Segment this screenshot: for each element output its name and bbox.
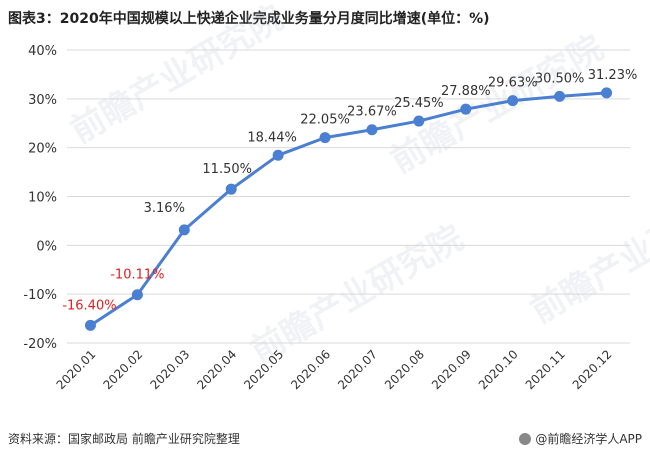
x-tick-label: 2020.08: [382, 347, 427, 392]
brand-credit: @前瞻经济学人APP: [519, 430, 642, 447]
data-label: 30.50%: [535, 71, 585, 86]
data-point: [84, 319, 96, 331]
brand-text: @前瞻经济学人APP: [535, 432, 642, 446]
y-tick-label: 30%: [28, 93, 57, 108]
data-label: 18.44%: [247, 130, 297, 145]
data-point: [366, 124, 378, 136]
x-tick-label: 2020.09: [429, 347, 474, 392]
x-tick-label: 2020.05: [241, 347, 286, 392]
y-tick-label: 0%: [36, 239, 57, 254]
y-tick-label: -10%: [23, 288, 57, 303]
x-tick-label: 2020.11: [523, 347, 568, 392]
data-point: [319, 132, 331, 144]
x-tick-label: 2020.07: [335, 347, 380, 392]
series-line: [89, 91, 607, 327]
data-label: 22.05%: [300, 113, 350, 128]
data-label: 27.88%: [441, 84, 491, 99]
data-point: [272, 149, 284, 161]
data-point: [554, 90, 566, 102]
data-point: [507, 95, 519, 107]
y-tick-label: 20%: [28, 142, 57, 157]
x-tick-label: 2020.10: [476, 347, 521, 392]
line-chart: -20%-10%0%10%20%30%40%2020.01 2020.02 2020…: [23, 44, 638, 392]
chart-title: 图表3：2020年中国规模以上快递企业完成业务量分月度同比增速(单位：%): [8, 11, 490, 27]
source-note: 资料来源：国家邮政局 前瞻产业研究院整理: [8, 432, 240, 446]
data-point: [601, 87, 613, 99]
x-tick-label: 2020.03: [147, 347, 192, 392]
data-label: 25.45%: [394, 96, 444, 111]
y-tick-label: 10%: [28, 191, 57, 206]
x-tick-label: 2020.06: [288, 347, 333, 392]
data-point: [413, 115, 425, 127]
data-label: 3.16%: [144, 201, 185, 216]
brand-logo-icon: [519, 432, 532, 445]
data-label: -10.11%: [110, 268, 164, 283]
y-tick-label: -20%: [23, 337, 57, 352]
data-label: -16.40%: [62, 298, 116, 313]
x-tick-label: 2020.02: [101, 347, 146, 392]
x-tick-label: 2020.12: [570, 347, 615, 392]
data-label: 23.67%: [347, 105, 397, 120]
data-point: [225, 183, 237, 195]
x-tick-label: 2020.01: [54, 347, 99, 392]
x-tick-label: 2020.04: [194, 347, 239, 392]
y-tick-label: 40%: [28, 44, 57, 59]
data-label: 29.63%: [488, 76, 538, 91]
data-label: 31.23%: [588, 68, 638, 83]
data-point: [178, 224, 190, 236]
data-point: [460, 103, 472, 115]
data-label: 11.50%: [202, 162, 252, 177]
data-point: [131, 289, 143, 301]
